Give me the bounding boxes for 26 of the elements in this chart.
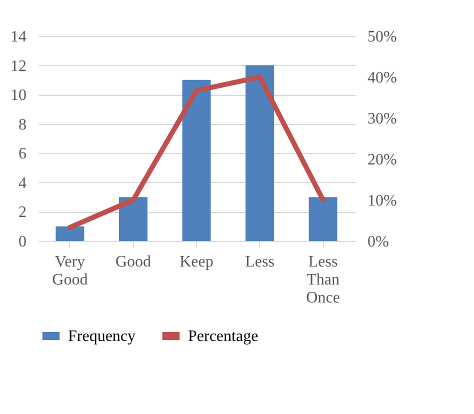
y-tick-label: 12 bbox=[10, 58, 26, 75]
y-tick-label: 10 bbox=[10, 87, 26, 104]
y-tick-label: 4 bbox=[18, 174, 26, 192]
y2-tick-label: 10% bbox=[368, 192, 397, 210]
legend-label: Frequency bbox=[68, 328, 136, 345]
y2-tick-label: 50% bbox=[368, 28, 397, 46]
y-tick-label: 14 bbox=[10, 28, 26, 46]
y2-tick-label: 20% bbox=[368, 152, 397, 168]
x-tick-label: Good bbox=[115, 254, 152, 270]
bar bbox=[246, 65, 274, 241]
bar bbox=[56, 226, 84, 241]
x-tick-label: Less Than Once bbox=[306, 254, 340, 306]
y-tick-label: 0 bbox=[18, 234, 26, 250]
y-tick-label: 8 bbox=[18, 116, 26, 134]
bar bbox=[118, 197, 148, 241]
y-tick-label: 2 bbox=[18, 204, 26, 222]
bar bbox=[182, 80, 211, 241]
x-tick-label: Keep bbox=[180, 254, 214, 270]
y-tick-label: 6 bbox=[18, 146, 26, 163]
y2-tick-label: 0% bbox=[368, 234, 389, 250]
legend-label: Percentage bbox=[188, 328, 258, 345]
x-tick-label: Less bbox=[245, 254, 274, 270]
x-tick-label: Very Good bbox=[52, 254, 88, 288]
bar bbox=[308, 197, 338, 241]
y2-tick-label: 40% bbox=[368, 70, 397, 86]
y2-tick-label: 30% bbox=[368, 110, 397, 128]
